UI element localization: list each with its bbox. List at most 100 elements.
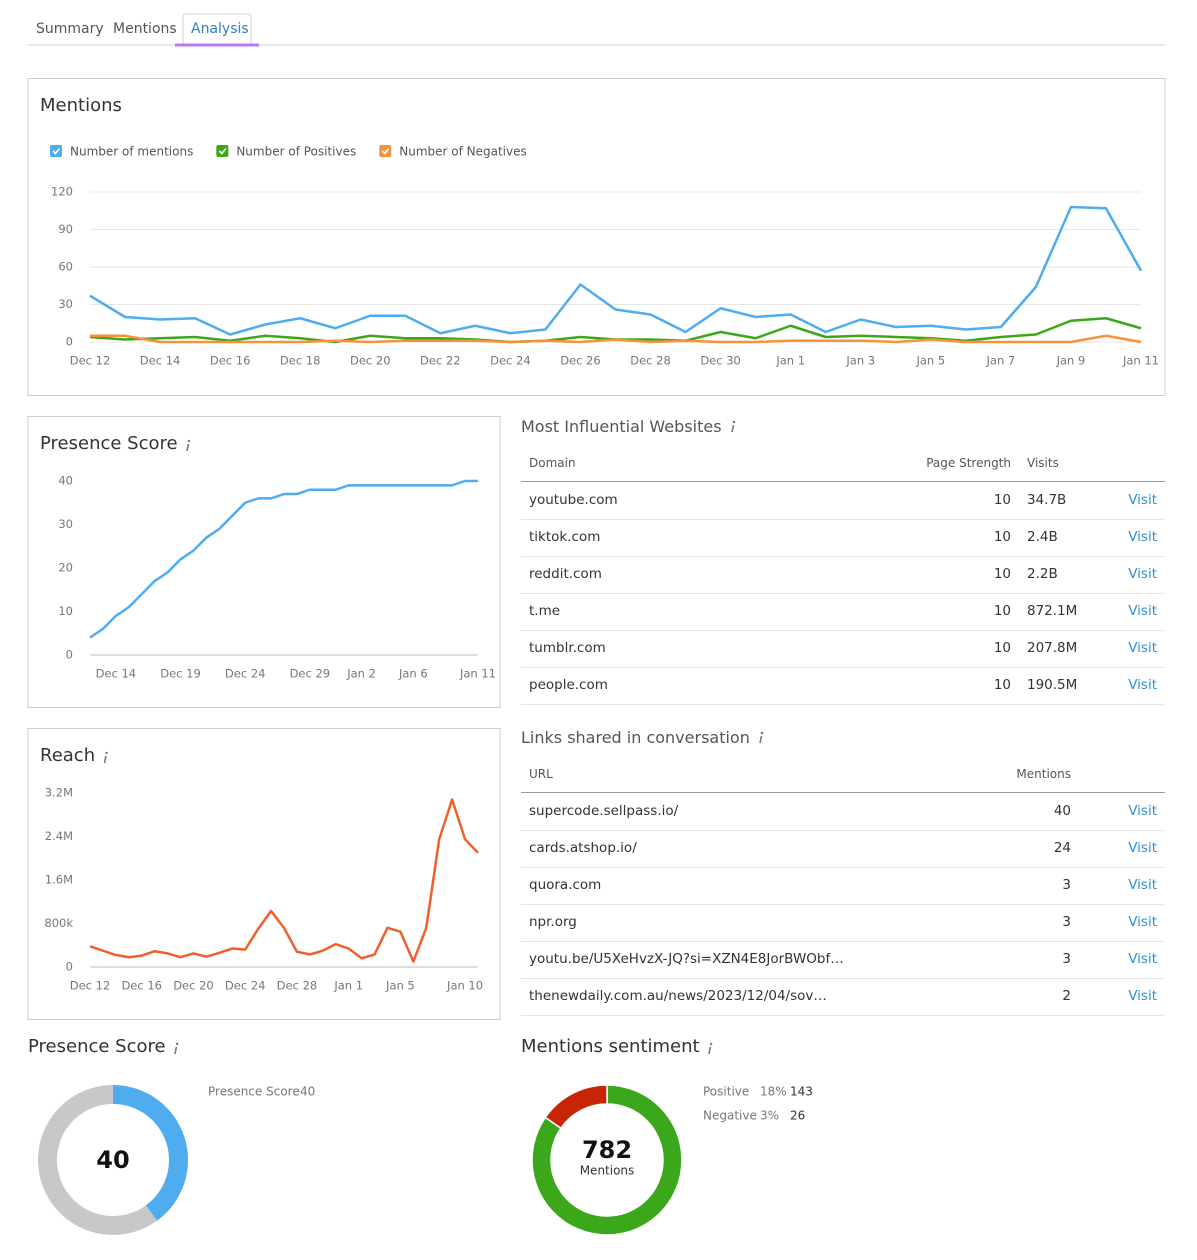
legend-label: Number of mentions bbox=[70, 145, 193, 159]
x-tick-label: Dec 24 bbox=[490, 354, 531, 368]
visit-link[interactable]: Visit bbox=[1128, 529, 1157, 545]
legend-value: 26 bbox=[790, 1109, 805, 1123]
table-cell: 872.1M bbox=[1027, 603, 1078, 619]
donut-center: 40 bbox=[96, 1146, 129, 1174]
x-tick-label: Jan 1 bbox=[775, 354, 805, 368]
visit-link[interactable]: Visit bbox=[1128, 640, 1157, 656]
table-cell: youtu.be/U5XeHvzX-JQ?si=XZN4E8JorBWObf… bbox=[529, 951, 844, 967]
table-row: tiktok.com 10 2.4B Visit bbox=[521, 519, 1165, 557]
x-tick-label: Jan 9 bbox=[1056, 354, 1086, 368]
x-tick-label: Dec 22 bbox=[420, 354, 461, 368]
series-line bbox=[89, 798, 479, 963]
panel bbox=[27, 416, 501, 708]
donut-segment bbox=[544, 1084, 608, 1130]
y-tick-label: 0 bbox=[66, 335, 73, 349]
table-header: URL Mentions bbox=[521, 756, 1165, 793]
visit-link[interactable]: Visit bbox=[1128, 951, 1157, 967]
info-icon bbox=[730, 419, 736, 437]
column-header: Page Strength bbox=[926, 456, 1011, 470]
tab[interactable]: Mentions bbox=[113, 21, 177, 37]
legend-value: 143 bbox=[790, 1085, 813, 1099]
info-icon bbox=[103, 755, 107, 764]
table-cell: supercode.sellpass.io/ bbox=[529, 803, 679, 819]
legend-check bbox=[52, 148, 61, 155]
table-title: Links shared in conversation bbox=[521, 728, 750, 747]
info-icon bbox=[175, 1042, 179, 1046]
x-tick-label: Jan 3 bbox=[845, 354, 875, 368]
table-cell: 190.5M bbox=[1027, 677, 1078, 693]
x-tick-label: Jan 1 bbox=[333, 979, 363, 993]
table-row: t.me 10 872.1M Visit bbox=[521, 593, 1165, 631]
series-line bbox=[89, 479, 478, 639]
legend-label: Number of Negatives bbox=[399, 145, 527, 159]
info-icon bbox=[186, 443, 190, 452]
tab[interactable]: Summary bbox=[36, 21, 104, 37]
table-cell: cards.atshop.io/ bbox=[529, 840, 637, 856]
info-icon bbox=[758, 730, 764, 748]
x-tick-label: Jan 2 bbox=[346, 667, 376, 681]
info-icon bbox=[105, 751, 108, 755]
visit-link[interactable]: Visit bbox=[1128, 803, 1157, 819]
column-header: URL bbox=[529, 767, 553, 781]
visit-link[interactable]: Visit bbox=[1128, 603, 1157, 619]
x-tick-label: Dec 30 bbox=[700, 354, 741, 368]
table-cell: 10 bbox=[993, 677, 1011, 693]
visit-link[interactable]: Visit bbox=[1128, 877, 1157, 893]
y-tick-label: 10 bbox=[58, 604, 73, 618]
visit-link[interactable]: Visit bbox=[1128, 677, 1157, 693]
info-icon bbox=[174, 1046, 178, 1055]
x-tick-label: Jan 10 bbox=[446, 979, 483, 993]
x-tick-label: Dec 20 bbox=[350, 354, 391, 368]
table-row: quora.com 3 Visit bbox=[521, 867, 1165, 905]
table-cell: t.me bbox=[529, 603, 561, 619]
table-header: Domain Page Strength Visits bbox=[521, 445, 1165, 482]
tab[interactable]: Analysis bbox=[191, 21, 249, 37]
y-tick-label: 800k bbox=[44, 916, 73, 930]
table-row: npr.org 3 Visit bbox=[521, 904, 1165, 942]
table-cell: 2.4B bbox=[1027, 529, 1058, 545]
table-cell: reddit.com bbox=[529, 566, 602, 582]
table-cell: 3 bbox=[1062, 914, 1071, 930]
x-tick-label: Dec 16 bbox=[121, 979, 162, 993]
table-cell: npr.org bbox=[529, 914, 577, 930]
y-tick-label: 0 bbox=[66, 960, 73, 974]
table-cell: 3 bbox=[1062, 877, 1071, 893]
table-cell: 10 bbox=[993, 640, 1011, 656]
chart-title: Presence Score bbox=[40, 433, 178, 454]
chart-title: Presence Score bbox=[28, 1036, 166, 1057]
x-tick-label: Dec 26 bbox=[560, 354, 601, 368]
y-tick-label: 30 bbox=[58, 297, 73, 311]
legend-label: Negative bbox=[703, 1109, 757, 1123]
visit-link[interactable]: Visit bbox=[1128, 988, 1157, 1004]
table-cell: tumblr.com bbox=[529, 640, 606, 656]
x-tick-label: Jan 7 bbox=[986, 354, 1016, 368]
visit-link[interactable]: Visit bbox=[1128, 492, 1157, 508]
column-header: Domain bbox=[529, 456, 576, 470]
panel bbox=[27, 78, 1166, 396]
y-tick-label: 90 bbox=[58, 222, 73, 236]
table-cell: 34.7B bbox=[1027, 492, 1067, 508]
visit-link[interactable]: Visit bbox=[1128, 914, 1157, 930]
visit-link[interactable]: Visit bbox=[1128, 840, 1157, 856]
x-tick-label: Dec 20 bbox=[173, 979, 214, 993]
y-tick-label: 120 bbox=[51, 185, 73, 199]
table-cell: youtube.com bbox=[529, 492, 618, 508]
panel bbox=[27, 728, 501, 1020]
x-tick-label: Jan 5 bbox=[915, 354, 945, 368]
x-tick-label: Dec 19 bbox=[160, 667, 201, 681]
table-cell: 2.2B bbox=[1027, 566, 1058, 582]
x-tick-label: Dec 28 bbox=[277, 979, 318, 993]
table-cell: 24 bbox=[1053, 840, 1071, 856]
series-line bbox=[89, 205, 1143, 336]
table-cell: people.com bbox=[529, 677, 608, 693]
x-tick-label: Dec 16 bbox=[210, 354, 251, 368]
table-cell: 10 bbox=[993, 529, 1011, 545]
table-cell: thenewdaily.com.au/news/2023/12/04/sov… bbox=[529, 988, 827, 1004]
info-icon bbox=[187, 439, 191, 443]
x-tick-label: Jan 5 bbox=[385, 979, 415, 993]
visit-link[interactable]: Visit bbox=[1128, 566, 1157, 582]
x-tick-label: Dec 24 bbox=[225, 979, 266, 993]
table-cell: 40 bbox=[1053, 803, 1071, 819]
y-tick-label: 2.4M bbox=[45, 829, 73, 843]
